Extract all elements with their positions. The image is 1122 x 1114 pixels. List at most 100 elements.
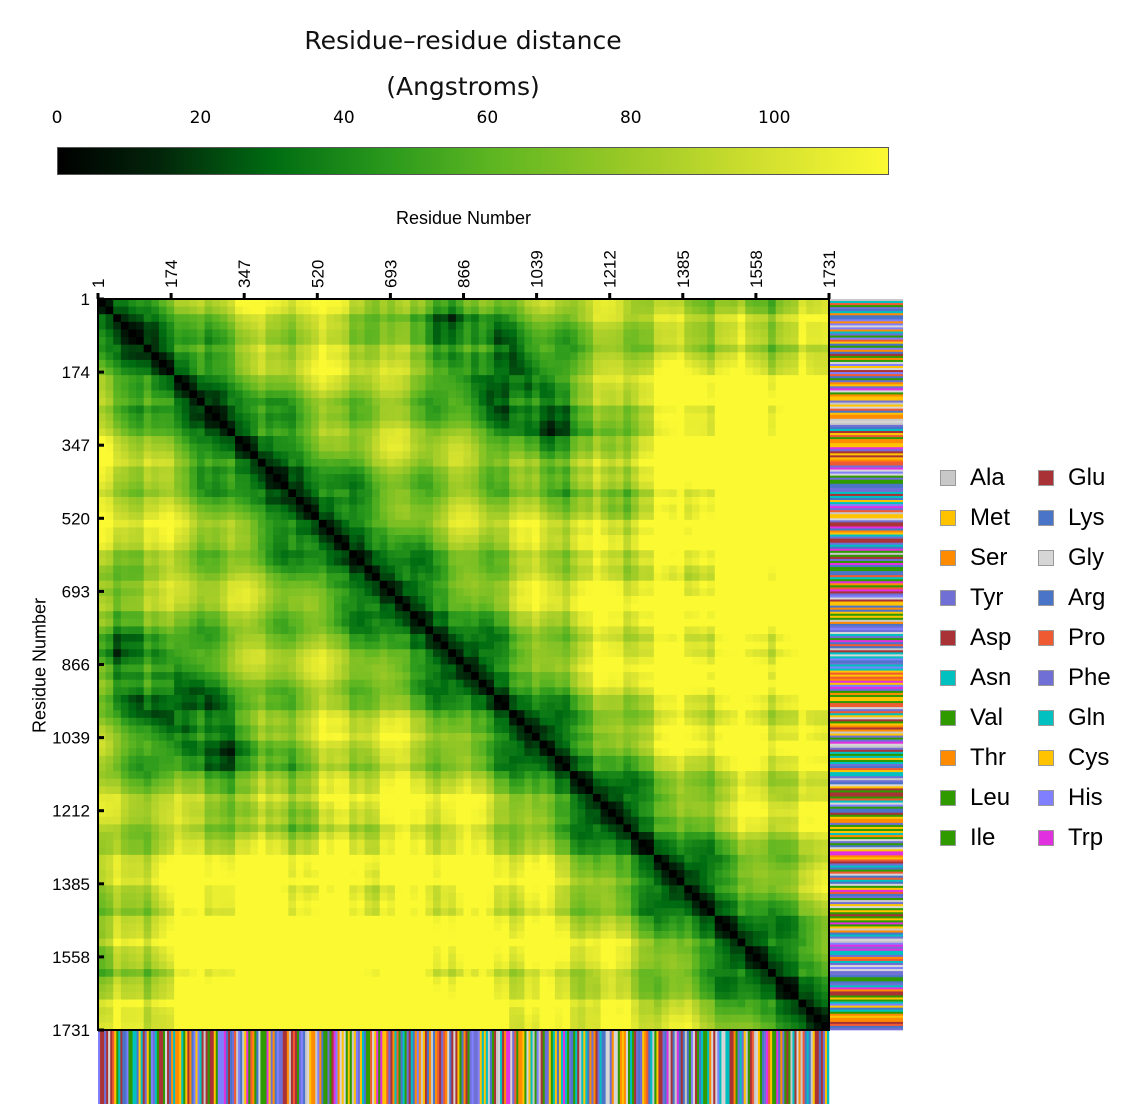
heatmap-cell bbox=[608, 687, 617, 696]
heatmap-cell bbox=[707, 382, 716, 391]
heatmap-cell bbox=[577, 367, 586, 376]
heatmap-cell bbox=[250, 390, 259, 399]
heatmap-cell bbox=[425, 618, 434, 628]
heatmap-cell bbox=[128, 443, 137, 452]
heatmap-cell bbox=[516, 512, 526, 521]
heatmap-cell bbox=[181, 588, 190, 597]
heatmap-cell bbox=[440, 367, 449, 376]
heatmap-cell bbox=[356, 489, 366, 498]
heatmap-cell bbox=[783, 375, 792, 384]
heatmap-cell bbox=[600, 672, 609, 681]
heatmap-cell bbox=[295, 634, 305, 643]
heatmap-cell bbox=[120, 474, 130, 483]
heatmap-cell bbox=[722, 542, 731, 551]
heatmap-cell bbox=[471, 314, 480, 323]
heatmap-cell bbox=[265, 672, 274, 681]
heatmap-cell bbox=[615, 413, 624, 422]
heatmap-cell bbox=[372, 375, 381, 384]
heatmap-cell bbox=[631, 626, 640, 635]
heatmap-cell bbox=[189, 550, 198, 559]
heatmap-cell bbox=[745, 649, 754, 658]
heatmap-cell bbox=[486, 664, 495, 673]
heatmap-cell bbox=[539, 382, 548, 391]
heatmap-cell bbox=[737, 481, 746, 490]
heatmap-cell bbox=[752, 519, 762, 529]
heatmap-cell bbox=[478, 557, 487, 567]
heatmap-cell bbox=[691, 580, 701, 589]
heatmap-cell bbox=[311, 496, 320, 506]
heatmap-cell bbox=[265, 634, 274, 643]
heatmap-cell bbox=[775, 413, 784, 422]
heatmap-cell bbox=[318, 405, 328, 414]
heatmap-cell bbox=[684, 329, 693, 338]
heatmap-cell bbox=[394, 428, 404, 437]
heatmap-cell bbox=[524, 481, 533, 490]
heatmap-cell bbox=[288, 458, 297, 468]
heatmap-cell bbox=[539, 504, 548, 513]
heatmap-cell bbox=[798, 375, 807, 384]
heatmap-cell bbox=[539, 519, 548, 529]
heatmap-cell bbox=[493, 299, 503, 308]
heatmap-cell bbox=[448, 390, 457, 399]
heatmap-cell bbox=[524, 359, 533, 369]
heatmap-cell bbox=[714, 390, 723, 399]
heatmap-cell bbox=[752, 512, 762, 521]
heatmap-cell bbox=[387, 634, 396, 643]
heatmap-cell bbox=[524, 535, 533, 544]
heatmap-cell bbox=[722, 504, 731, 513]
heatmap-cell bbox=[684, 527, 693, 536]
heatmap-cell bbox=[387, 527, 396, 536]
heatmap-cell bbox=[539, 489, 548, 498]
heatmap-cell bbox=[196, 496, 206, 506]
heatmap-cell bbox=[387, 611, 396, 620]
heatmap-cell bbox=[577, 321, 586, 331]
heatmap-cell bbox=[585, 504, 594, 513]
heatmap-cell bbox=[425, 687, 434, 696]
heatmap-cell bbox=[752, 474, 762, 483]
heatmap-cell bbox=[646, 474, 655, 483]
heatmap-cell bbox=[273, 573, 282, 582]
heatmap-cell bbox=[684, 588, 693, 597]
heatmap-cell bbox=[113, 413, 122, 422]
heatmap-cell bbox=[189, 382, 198, 391]
heatmap-cell bbox=[524, 474, 533, 483]
heatmap-cell bbox=[707, 329, 716, 338]
heatmap-cell bbox=[105, 634, 114, 643]
heatmap-cell bbox=[509, 359, 518, 369]
heatmap-cell bbox=[394, 542, 404, 551]
heatmap-cell bbox=[288, 352, 297, 361]
heatmap-cell bbox=[524, 649, 533, 658]
heatmap-cell bbox=[326, 611, 335, 620]
heatmap-cell bbox=[433, 359, 442, 369]
heatmap-cell bbox=[417, 512, 427, 521]
heatmap-cell bbox=[737, 390, 746, 399]
heatmap-cell bbox=[509, 588, 518, 597]
heatmap-cell bbox=[417, 481, 427, 490]
heatmap-cell bbox=[295, 443, 305, 452]
heatmap-cell bbox=[303, 519, 312, 529]
heatmap-cell bbox=[455, 375, 465, 384]
heatmap-cell bbox=[364, 580, 373, 589]
heatmap-cell bbox=[547, 405, 556, 414]
heatmap-cell bbox=[120, 306, 130, 315]
heatmap-cell bbox=[311, 489, 320, 498]
heatmap-cell bbox=[98, 329, 107, 338]
heatmap-cell bbox=[524, 329, 533, 338]
heatmap-cell bbox=[745, 542, 754, 551]
heatmap-cell bbox=[486, 352, 495, 361]
heatmap-cell bbox=[783, 443, 792, 452]
heatmap-cell bbox=[379, 367, 388, 376]
heatmap-cell bbox=[196, 390, 206, 399]
heatmap-cell bbox=[98, 397, 107, 407]
heatmap-cell bbox=[790, 352, 800, 361]
heatmap-cell bbox=[250, 321, 259, 331]
heatmap-cell bbox=[189, 375, 198, 384]
heatmap-cell bbox=[798, 588, 807, 597]
heatmap-cell bbox=[212, 679, 221, 688]
heatmap-cell bbox=[547, 458, 556, 468]
heatmap-cell bbox=[189, 466, 198, 475]
heatmap-cell bbox=[235, 664, 244, 673]
heatmap-cell bbox=[174, 573, 183, 582]
heatmap-cell bbox=[288, 443, 297, 452]
heatmap-cell bbox=[509, 641, 518, 650]
